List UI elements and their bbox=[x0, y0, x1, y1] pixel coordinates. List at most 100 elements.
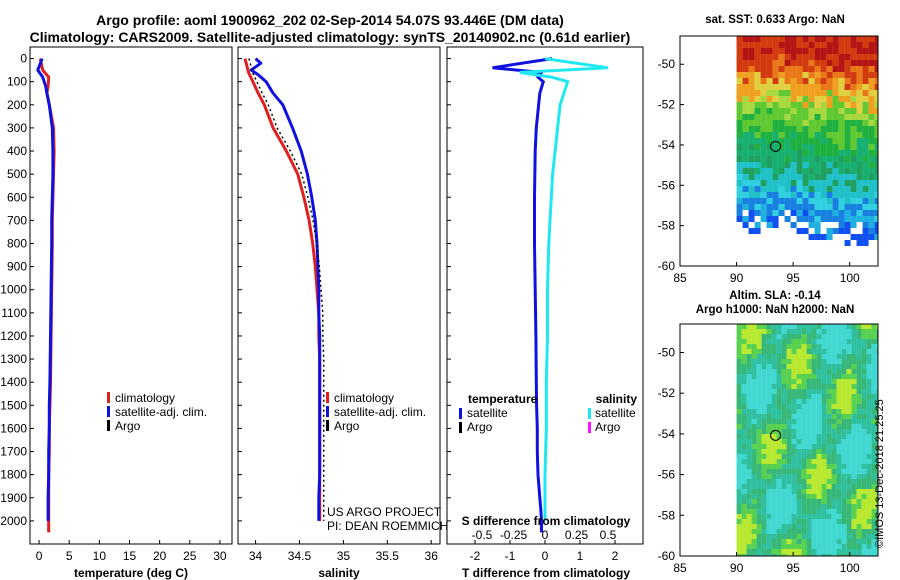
sla-cell bbox=[791, 339, 797, 344]
sst-cell bbox=[772, 66, 779, 72]
sst-cell bbox=[844, 126, 851, 132]
sla-cell bbox=[816, 389, 822, 394]
sla-cell bbox=[776, 499, 782, 504]
sla-cell bbox=[776, 514, 782, 519]
sla-cell bbox=[771, 469, 777, 474]
sst-cell bbox=[778, 90, 785, 96]
sla-cell bbox=[806, 504, 812, 509]
sla-cell bbox=[761, 419, 767, 424]
sst-cell bbox=[802, 150, 809, 156]
sst-cell bbox=[838, 48, 845, 54]
sla-cell bbox=[821, 474, 827, 479]
sla-cell bbox=[741, 549, 747, 554]
sla-cell bbox=[786, 449, 792, 454]
legend-climatology: climatology bbox=[115, 391, 175, 405]
sla-cell bbox=[816, 404, 822, 409]
sst-cell bbox=[844, 102, 851, 108]
sla-cell bbox=[806, 554, 812, 556]
sla-cell bbox=[831, 464, 837, 469]
sst-cell bbox=[802, 162, 809, 168]
sst-cell bbox=[850, 108, 857, 114]
sst-cell bbox=[862, 228, 869, 234]
sla-cell bbox=[841, 399, 847, 404]
sla-cell bbox=[771, 369, 777, 374]
sla-cell bbox=[741, 409, 747, 414]
sla-cell bbox=[876, 334, 878, 339]
sla-cell bbox=[846, 399, 852, 404]
sla-cell bbox=[756, 504, 762, 509]
sla-cell bbox=[876, 359, 878, 364]
sla-cell bbox=[766, 529, 772, 534]
sst-cell bbox=[832, 144, 839, 150]
sla-cell bbox=[796, 509, 802, 514]
sla-cell bbox=[801, 449, 807, 454]
sla-cell bbox=[841, 494, 847, 499]
sst-cell bbox=[754, 102, 761, 108]
sla-cell bbox=[741, 429, 747, 434]
sla-cell bbox=[736, 489, 742, 494]
sst-cell bbox=[754, 198, 761, 204]
sla-cell bbox=[741, 359, 747, 364]
series-line-s-satellite bbox=[519, 57, 609, 521]
sla-cell bbox=[781, 484, 787, 489]
sla-cell bbox=[776, 334, 782, 339]
salinity-legend: climatology satellite-adj. clim. Argo bbox=[326, 391, 426, 433]
sla-cell bbox=[841, 509, 847, 514]
sla-cell bbox=[746, 514, 752, 519]
sla-cell bbox=[856, 344, 862, 349]
sla-cell bbox=[796, 519, 802, 524]
sla-cell bbox=[871, 544, 877, 549]
sla-cell bbox=[861, 364, 867, 369]
sla-cell bbox=[836, 504, 842, 509]
sla-cell bbox=[736, 554, 742, 556]
sla-cell bbox=[736, 349, 742, 354]
sla-cell bbox=[861, 524, 867, 529]
sla-cell bbox=[781, 419, 787, 424]
sst-cell bbox=[766, 216, 773, 222]
sst-cell bbox=[838, 126, 845, 132]
sst-cell bbox=[778, 114, 785, 120]
sla-cell bbox=[826, 464, 832, 469]
sla-cell bbox=[821, 344, 827, 349]
sla-cell bbox=[791, 454, 797, 459]
sla-cell bbox=[856, 494, 862, 499]
sla-cell bbox=[861, 349, 867, 354]
sla-cell bbox=[851, 379, 857, 384]
sla-cell bbox=[791, 489, 797, 494]
sla-cell bbox=[736, 339, 742, 344]
sla-cell bbox=[866, 404, 872, 409]
sst-cell bbox=[850, 36, 857, 42]
sla-cell bbox=[751, 429, 757, 434]
sla-cell bbox=[811, 524, 817, 529]
sst-cell bbox=[778, 132, 785, 138]
sst-cell bbox=[832, 54, 839, 60]
sla-cell bbox=[856, 329, 862, 334]
sst-cell bbox=[808, 198, 815, 204]
sst-cell bbox=[862, 102, 869, 108]
sst-map-title: sat. SST: 0.633 Argo: NaN bbox=[705, 14, 845, 26]
sla-cell bbox=[866, 369, 872, 374]
sst-cell bbox=[868, 60, 875, 66]
sst-cell bbox=[742, 126, 749, 132]
sst-cell bbox=[748, 126, 755, 132]
sst-cell bbox=[802, 228, 809, 234]
sla-cell bbox=[776, 479, 782, 484]
sla-cell bbox=[791, 539, 797, 544]
sst-cell bbox=[784, 60, 791, 66]
sst-cell bbox=[772, 162, 779, 168]
sst-cell bbox=[754, 126, 761, 132]
sla-cell bbox=[846, 384, 852, 389]
sla-cell bbox=[826, 429, 832, 434]
sla-cell bbox=[776, 449, 782, 454]
sla-cell bbox=[796, 444, 802, 449]
sst-cell bbox=[814, 156, 821, 162]
sla-cell bbox=[876, 389, 878, 394]
sla-cell bbox=[771, 539, 777, 544]
lat-tick-label: -58 bbox=[658, 508, 676, 522]
sla-cell bbox=[776, 539, 782, 544]
sla-cell bbox=[836, 544, 842, 549]
sst-cell bbox=[868, 192, 875, 198]
sst-cell bbox=[862, 144, 869, 150]
sla-cell bbox=[751, 349, 757, 354]
sst-cell bbox=[802, 138, 809, 144]
